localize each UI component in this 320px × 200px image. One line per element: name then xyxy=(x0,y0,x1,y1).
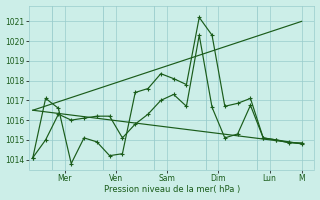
X-axis label: Pression niveau de la mer( hPa ): Pression niveau de la mer( hPa ) xyxy=(104,185,240,194)
